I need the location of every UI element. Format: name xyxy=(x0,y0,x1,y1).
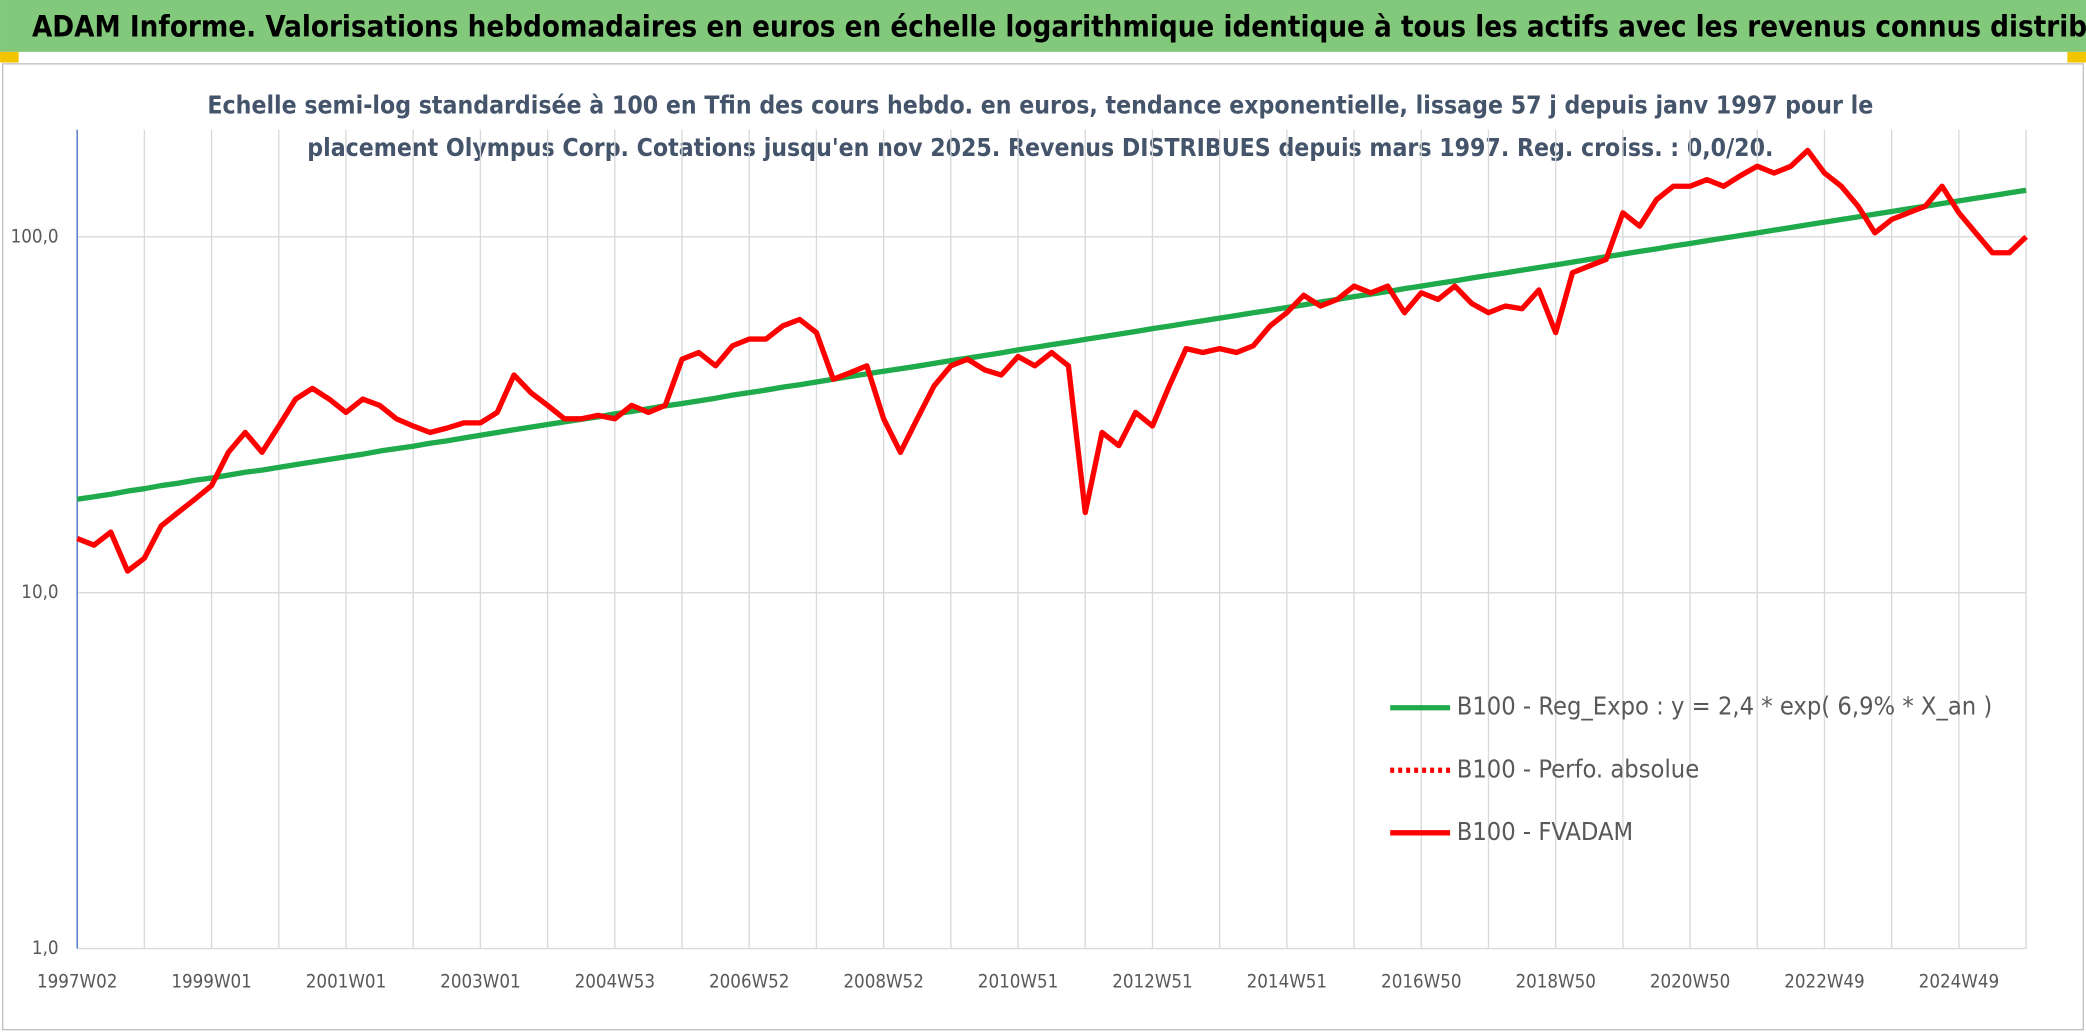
x-tick-label: 2014W51 xyxy=(1247,971,1327,992)
y-tick-label: 10,0 xyxy=(21,582,58,603)
x-tick-label: 2003W01 xyxy=(440,971,520,992)
x-tick-label: 2010W51 xyxy=(978,971,1058,992)
x-tick-label: 2020W50 xyxy=(1650,971,1730,992)
x-tick-label: 2006W52 xyxy=(709,971,789,992)
legend-label: B100 - Reg_Expo : y = 2,4 * exp( 6,9% * … xyxy=(1457,692,1993,721)
header-bar xyxy=(0,0,2086,52)
x-tick-label: 2024W49 xyxy=(1919,971,1999,992)
chart-frame xyxy=(2,63,2084,1031)
x-tick-label: 2012W51 xyxy=(1112,971,1192,992)
x-tick-label: 2018W50 xyxy=(1515,971,1595,992)
x-tick-label: 2016W50 xyxy=(1381,971,1461,992)
y-tick-label: 1,0 xyxy=(32,938,59,959)
y-tick-label: 100,0 xyxy=(11,226,59,247)
legend-label: B100 - FVADAM xyxy=(1457,817,1633,846)
corner-mark xyxy=(0,51,19,63)
legend-label: B100 - Perfo. absolue xyxy=(1457,754,1699,783)
chart-title: ADAM Informe. Valorisations hebdomadaire… xyxy=(32,9,2086,43)
series-line xyxy=(76,147,2028,574)
x-tick-label: 2004W53 xyxy=(575,971,655,992)
x-tick-label: 1999W01 xyxy=(171,971,251,992)
x-tick-label: 2022W49 xyxy=(1784,971,1864,992)
chart-subtitle: Echelle semi-log standardisée à 100 en T… xyxy=(207,90,1873,119)
corner-mark xyxy=(2067,51,2086,63)
chart-subtitle: placement Olympus Corp. Cotations jusqu'… xyxy=(307,133,1773,162)
series-line xyxy=(76,187,2027,502)
x-tick-label: 2001W01 xyxy=(306,971,386,992)
x-tick-label: 2008W52 xyxy=(843,971,923,992)
x-tick-label: 1997W02 xyxy=(37,971,117,992)
